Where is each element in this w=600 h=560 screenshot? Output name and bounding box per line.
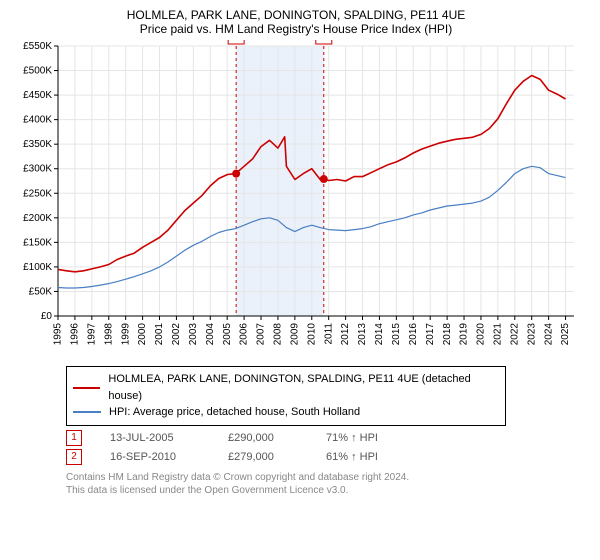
svg-text:2: 2: [321, 40, 327, 43]
svg-text:2022: 2022: [509, 323, 520, 346]
svg-text:2015: 2015: [391, 323, 402, 346]
transaction-row: 2 16-SEP-2010 £279,000 61% ↑ HPI: [66, 449, 584, 465]
transaction-date: 16-SEP-2010: [110, 451, 200, 463]
svg-text:2009: 2009: [289, 323, 300, 346]
svg-text:£250K: £250K: [23, 188, 52, 199]
svg-text:£500K: £500K: [23, 66, 52, 77]
svg-text:£450K: £450K: [23, 90, 52, 101]
svg-text:1995: 1995: [53, 323, 64, 346]
svg-text:2017: 2017: [425, 323, 436, 346]
svg-text:2014: 2014: [374, 323, 385, 346]
transaction-date: 13-JUL-2005: [110, 432, 200, 444]
svg-text:2002: 2002: [171, 323, 182, 346]
svg-text:2000: 2000: [137, 323, 148, 346]
legend-swatch: [73, 411, 101, 413]
svg-text:1996: 1996: [70, 323, 81, 346]
footer-line-2: This data is licensed under the Open Gov…: [66, 484, 584, 497]
legend-item-property: HOLMLEA, PARK LANE, DONINGTON, SPALDING,…: [73, 371, 499, 404]
svg-text:2006: 2006: [239, 323, 250, 346]
transaction-relative: 71% ↑ HPI: [326, 432, 416, 444]
chart-title: HOLMLEA, PARK LANE, DONINGTON, SPALDING,…: [8, 8, 584, 22]
svg-text:2012: 2012: [340, 323, 351, 346]
svg-text:£200K: £200K: [23, 213, 52, 224]
svg-text:2013: 2013: [357, 323, 368, 346]
svg-text:2024: 2024: [543, 323, 554, 346]
chart-container: HOLMLEA, PARK LANE, DONINGTON, SPALDING,…: [0, 0, 600, 560]
footer-line-1: Contains HM Land Registry data © Crown c…: [66, 471, 584, 484]
svg-text:2019: 2019: [459, 323, 470, 346]
legend: HOLMLEA, PARK LANE, DONINGTON, SPALDING,…: [66, 366, 506, 426]
svg-text:£100K: £100K: [23, 262, 52, 273]
svg-text:2004: 2004: [205, 323, 216, 346]
svg-text:2011: 2011: [323, 323, 334, 345]
footer: Contains HM Land Registry data © Crown c…: [66, 471, 584, 497]
legend-label: HOLMLEA, PARK LANE, DONINGTON, SPALDING,…: [108, 371, 499, 404]
legend-label: HPI: Average price, detached house, Sout…: [109, 404, 360, 421]
svg-text:2021: 2021: [493, 323, 504, 346]
price-chart: £0 £50K £100K £150K £200K £250K £300K £350K £400…: [8, 40, 584, 360]
transaction-row: 1 13-JUL-2005 £290,000 71% ↑ HPI: [66, 430, 584, 446]
svg-text:2003: 2003: [188, 323, 199, 346]
svg-text:2016: 2016: [408, 323, 419, 346]
svg-text:£50K: £50K: [29, 286, 53, 297]
svg-text:£0: £0: [41, 311, 53, 322]
legend-swatch: [73, 387, 100, 389]
svg-text:1999: 1999: [120, 323, 131, 346]
chart-subtitle: Price paid vs. HM Land Registry's House …: [8, 22, 584, 36]
svg-text:£350K: £350K: [23, 139, 52, 150]
transaction-badge: 2: [66, 449, 82, 465]
svg-text:2008: 2008: [273, 323, 284, 346]
transaction-relative: 61% ↑ HPI: [326, 451, 416, 463]
svg-text:1997: 1997: [86, 323, 97, 346]
svg-text:1: 1: [233, 40, 239, 43]
svg-text:2025: 2025: [560, 323, 571, 346]
svg-text:£150K: £150K: [23, 237, 52, 248]
transaction-price: £279,000: [228, 451, 298, 463]
svg-text:2020: 2020: [476, 323, 487, 346]
svg-text:2010: 2010: [306, 323, 317, 346]
svg-text:2001: 2001: [154, 323, 165, 346]
legend-item-hpi: HPI: Average price, detached house, Sout…: [73, 404, 499, 421]
svg-text:2007: 2007: [256, 323, 267, 346]
svg-text:£300K: £300K: [23, 164, 52, 175]
transaction-price: £290,000: [228, 432, 298, 444]
svg-text:£400K: £400K: [23, 115, 52, 126]
svg-text:2018: 2018: [442, 323, 453, 346]
svg-text:2005: 2005: [222, 323, 233, 346]
transactions-table: 1 13-JUL-2005 £290,000 71% ↑ HPI 2 16-SE…: [66, 430, 584, 465]
transaction-badge: 1: [66, 430, 82, 446]
svg-text:£550K: £550K: [23, 41, 52, 52]
svg-text:2023: 2023: [526, 323, 537, 346]
svg-text:1998: 1998: [103, 323, 114, 346]
chart-titles: HOLMLEA, PARK LANE, DONINGTON, SPALDING,…: [8, 8, 584, 36]
